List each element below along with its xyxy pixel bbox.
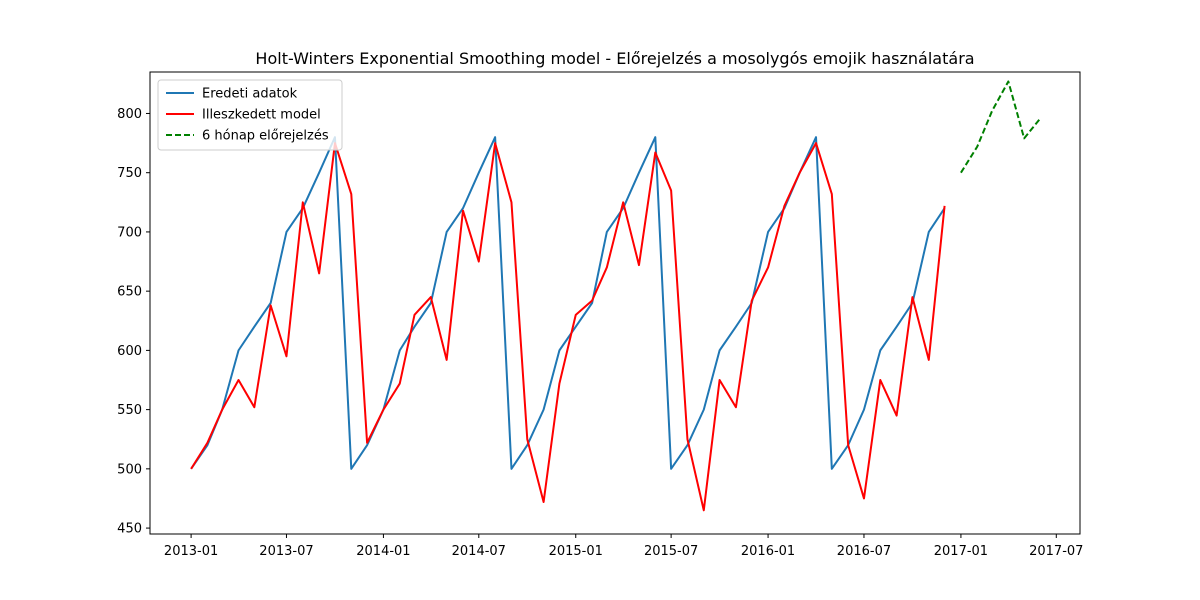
- legend-label-2: Illeszkedett model: [202, 108, 321, 123]
- series-line-2: [190, 142, 946, 512]
- x-tick-label-4: 2015-01: [549, 544, 603, 559]
- x-tick-label-2: 2014-01: [356, 544, 410, 559]
- chart-title: Holt-Winters Exponential Smoothing model…: [255, 49, 974, 68]
- legend-label-3: 6 hónap előrejelzés: [202, 129, 329, 144]
- y-tick-label-7: 800: [117, 107, 142, 122]
- y-tick-label-6: 750: [117, 166, 142, 181]
- x-tick-label-8: 2017-01: [934, 544, 988, 559]
- y-tick-label-5: 700: [117, 225, 142, 240]
- legend-box: [157, 79, 343, 151]
- legend-label-1: Eredeti adatok: [202, 87, 298, 102]
- x-tick-label-1: 2013-07: [259, 544, 313, 559]
- x-tick-label-6: 2016-01: [741, 544, 795, 559]
- x-tick-label-7: 2016-07: [837, 544, 891, 559]
- y-tick-label-1: 500: [117, 462, 142, 477]
- y-tick-label-0: 450: [117, 522, 142, 537]
- series-line-3: [960, 80, 1042, 174]
- legend: Eredeti adatok Illeszkedett model 6 hónap …: [157, 79, 343, 151]
- axes-layer: 2013-01 2013-07 2014-01 2014-07 2015-01 2015-…: [117, 71, 1083, 559]
- y-tick-label-3: 600: [117, 344, 142, 359]
- series-line-1: [190, 136, 946, 470]
- y-tick-label-4: 650: [117, 285, 142, 300]
- x-tick-label-5: 2015-07: [644, 544, 698, 559]
- x-tick-label-9: 2017-07: [1029, 544, 1083, 559]
- y-tick-label-2: 550: [117, 403, 142, 418]
- plot-frame: [149, 71, 1081, 535]
- series-layer: [190, 80, 1042, 512]
- x-tick-label-0: 2013-01: [164, 544, 218, 559]
- x-tick-label-3: 2014-07: [452, 544, 506, 559]
